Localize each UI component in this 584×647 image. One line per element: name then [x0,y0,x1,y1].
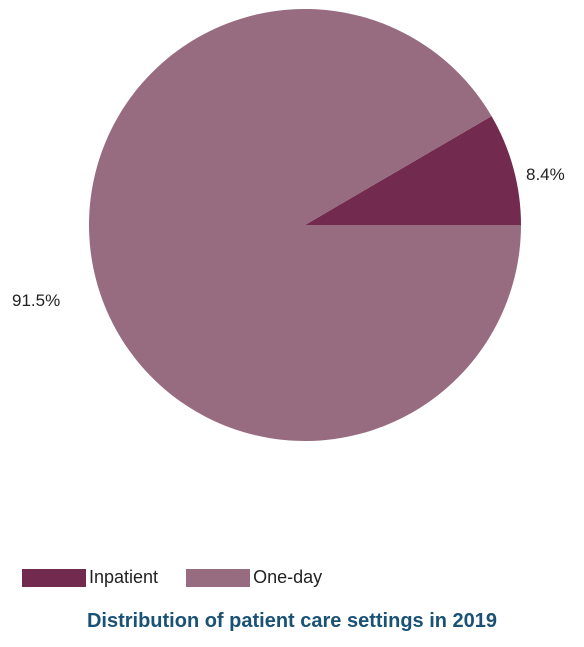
legend: Inpatient One-day [22,567,350,588]
legend-item-one-day: One-day [186,567,322,588]
pie-slice-one-day [89,9,522,442]
legend-label-inpatient: Inpatient [89,567,159,587]
legend-label-one-day: One-day [253,567,323,587]
pie-labels: 8.4% 91.5% [12,165,565,310]
pie-slices [89,9,522,442]
legend-swatch-one-day [186,568,251,587]
pie-chart: 8.4% 91.5% [12,9,565,442]
legend-item-inpatient: Inpatient [22,567,158,588]
chart-title: Distribution of patient care settings in… [86,610,498,632]
pie-slice-inpatient [305,116,521,225]
data-label-one-day: 91.5% [12,291,60,310]
legend-swatch-inpatient [22,568,86,587]
data-label-inpatient: 8.4% [526,165,565,184]
